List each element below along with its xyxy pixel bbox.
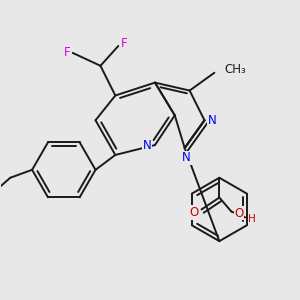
Text: F: F	[121, 38, 128, 50]
Text: N: N	[208, 114, 217, 127]
Text: CH₃: CH₃	[224, 63, 246, 76]
Text: H: H	[248, 214, 256, 224]
Text: N: N	[182, 152, 191, 164]
Text: O: O	[189, 206, 198, 219]
Text: O: O	[235, 207, 244, 220]
Text: F: F	[64, 46, 70, 59]
Text: N: N	[143, 139, 152, 152]
